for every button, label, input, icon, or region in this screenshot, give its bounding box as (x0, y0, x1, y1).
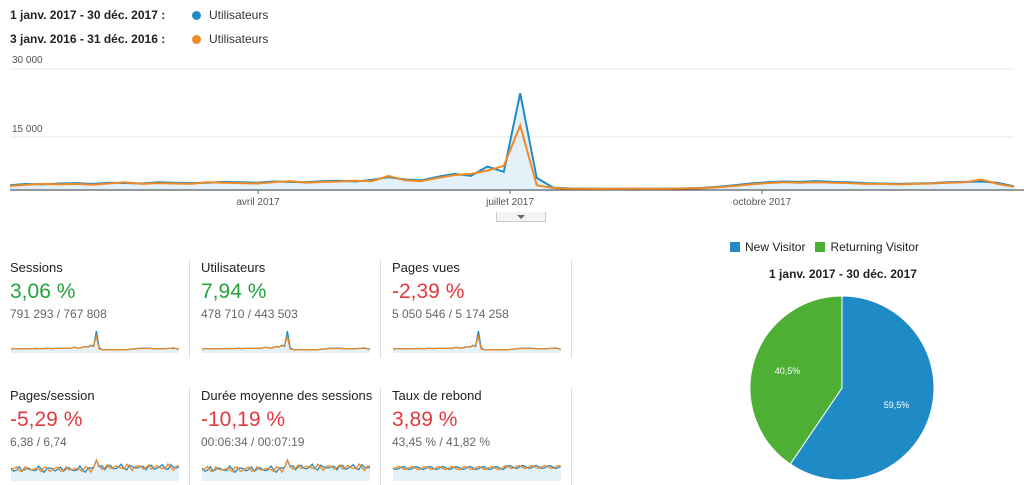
metric-sparkline (201, 330, 371, 353)
metric-values: 5 050 546 / 5 174 258 (392, 307, 509, 321)
series-label-previous[interactable]: Utilisateurs (209, 32, 269, 46)
metric-title: Pages vues (392, 260, 460, 275)
metric-card-sessions[interactable]: Sessions 3,06 % 791 293 / 767 808 (10, 260, 190, 358)
metric-card-bounce-rate[interactable]: Taux de rebond 3,89 % 43,45 % / 41,82 % (392, 388, 572, 485)
metric-card-pages-per-session[interactable]: Pages/session -5,29 % 6,38 / 6,74 (10, 388, 190, 485)
metric-title: Durée moyenne des sessions (201, 388, 373, 403)
legend-swatch (730, 242, 740, 252)
date-range-current: 1 janv. 2017 - 30 déc. 2017 : (10, 8, 166, 22)
metric-title: Sessions (10, 260, 63, 275)
metric-change: 3,06 % (10, 280, 76, 303)
main-line-chart[interactable]: 30 000 15 000 avril 2017 juillet 2017 oc… (0, 52, 1024, 212)
sparkline-area (202, 460, 370, 481)
metric-sparkline (392, 464, 562, 481)
metric-change: -10,19 % (201, 408, 286, 431)
sparkline-area (11, 460, 179, 481)
metric-sparkline (201, 458, 371, 481)
y-tick-label: 15 000 (12, 124, 43, 135)
metric-values: 791 293 / 767 808 (10, 307, 107, 321)
metric-change: 7,94 % (201, 280, 267, 303)
metric-values: 43,45 % / 41,82 % (392, 435, 491, 449)
pie-legend-returning-visitor[interactable]: Returning Visitor (815, 240, 919, 254)
series-dot-previous (192, 34, 201, 44)
metric-title: Utilisateurs (201, 260, 266, 275)
pie-slice-returning-visitor[interactable] (749, 295, 843, 465)
pie-slice-label: 59,5% (884, 400, 910, 410)
sparkline-previous (392, 464, 562, 471)
sparkline-previous (392, 334, 562, 351)
y-tick-label: 30 000 (12, 55, 43, 66)
metric-sparkline (10, 458, 180, 481)
legend-label: Returning Visitor (830, 240, 919, 254)
x-tick-label: octobre 2017 (733, 197, 792, 208)
metric-values: 478 710 / 443 503 (201, 307, 298, 321)
pie-slice-new-visitor[interactable] (789, 295, 935, 481)
metric-change: 3,89 % (392, 408, 458, 431)
visitor-type-pie-chart[interactable]: 59,5% 40,5% (746, 294, 938, 482)
x-tick-label: juillet 2017 (485, 197, 534, 208)
metric-values: 6,38 / 6,74 (10, 435, 67, 449)
metric-title: Taux de rebond (392, 388, 482, 403)
sparkline-previous (201, 334, 371, 351)
pie-legend: New Visitor Returning Visitor (730, 240, 929, 254)
chart-collapse-handle[interactable] (496, 212, 546, 222)
metric-change: -5,29 % (10, 408, 83, 431)
chevron-down-icon (517, 214, 525, 219)
metric-title: Pages/session (10, 388, 95, 403)
series-area-current (10, 93, 1014, 190)
metric-card-pageviews[interactable]: Pages vues -2,39 % 5 050 546 / 5 174 258 (392, 260, 572, 358)
date-range-previous: 3 janv. 2016 - 31 déc. 2016 : (10, 32, 166, 46)
legend-current: 1 janv. 2017 - 30 déc. 2017 : Utilisateu… (10, 8, 268, 22)
pie-title: 1 janv. 2017 - 30 déc. 2017 (769, 267, 917, 281)
metric-card-avg-session-duration[interactable]: Durée moyenne des sessions -10,19 % 00:0… (201, 388, 381, 485)
metric-change: -2,39 % (392, 280, 465, 303)
sparkline-previous (10, 458, 179, 474)
series-line-previous (9, 122, 1015, 190)
pie-legend-new-visitor[interactable]: New Visitor (730, 240, 805, 254)
series-label-current[interactable]: Utilisateurs (209, 8, 269, 22)
metric-sparkline (392, 330, 562, 353)
series-dot-current (192, 10, 201, 20)
legend-label: New Visitor (745, 240, 806, 254)
sparkline-previous (201, 458, 370, 474)
legend-swatch (815, 242, 826, 252)
legend-previous: 3 janv. 2016 - 31 déc. 2016 : Utilisateu… (10, 32, 268, 46)
metric-values: 00:06:34 / 00:07:19 (201, 435, 305, 449)
metric-card-users[interactable]: Utilisateurs 7,94 % 478 710 / 443 503 (201, 260, 381, 358)
sparkline-previous (10, 334, 180, 351)
x-tick-label: avril 2017 (236, 197, 280, 208)
metric-sparkline (10, 330, 180, 353)
pie-slice-label: 40,5% (775, 366, 801, 376)
